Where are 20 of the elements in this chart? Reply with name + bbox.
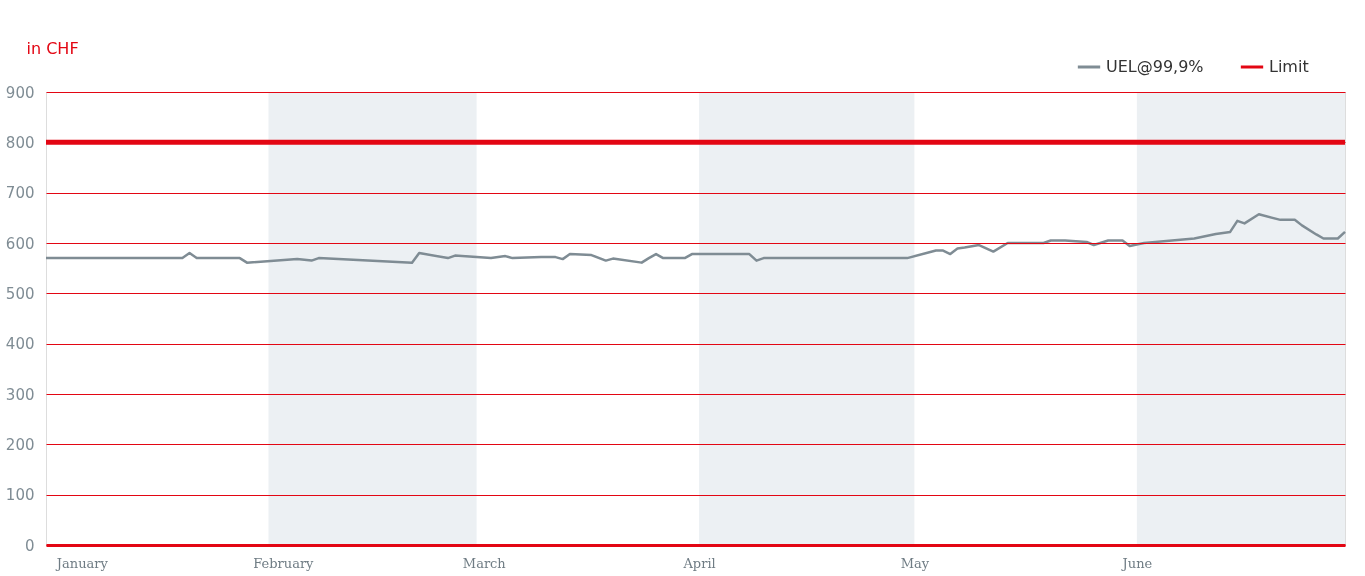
legend-label: UEL@99,9% (1106, 57, 1204, 76)
y-tick-label: 0 (24, 536, 35, 555)
x-tick-label: February (253, 555, 315, 571)
x-tick-label: April (682, 555, 716, 571)
y-tick-label: 900 (5, 83, 35, 102)
y-tick-label: 600 (5, 234, 35, 253)
line-series (44, 213, 1347, 264)
x-tick-label: March (462, 555, 507, 571)
y-tick-label: 700 (5, 184, 35, 203)
x-tick-label: January (54, 555, 109, 571)
y-axis-title: in CHF (26, 38, 79, 58)
x-tick-label: May (900, 555, 930, 571)
x-tick-label: June (1120, 555, 1153, 571)
y-tick-label: 300 (5, 385, 35, 404)
legend-label: Limit (1269, 57, 1309, 76)
y-tick-label: 500 (5, 284, 35, 303)
y-tick-label: 800 (5, 133, 35, 152)
y-tick-label: 100 (5, 486, 35, 505)
y-tick-label: 400 (5, 335, 35, 354)
y-tick-label: 200 (5, 435, 35, 454)
